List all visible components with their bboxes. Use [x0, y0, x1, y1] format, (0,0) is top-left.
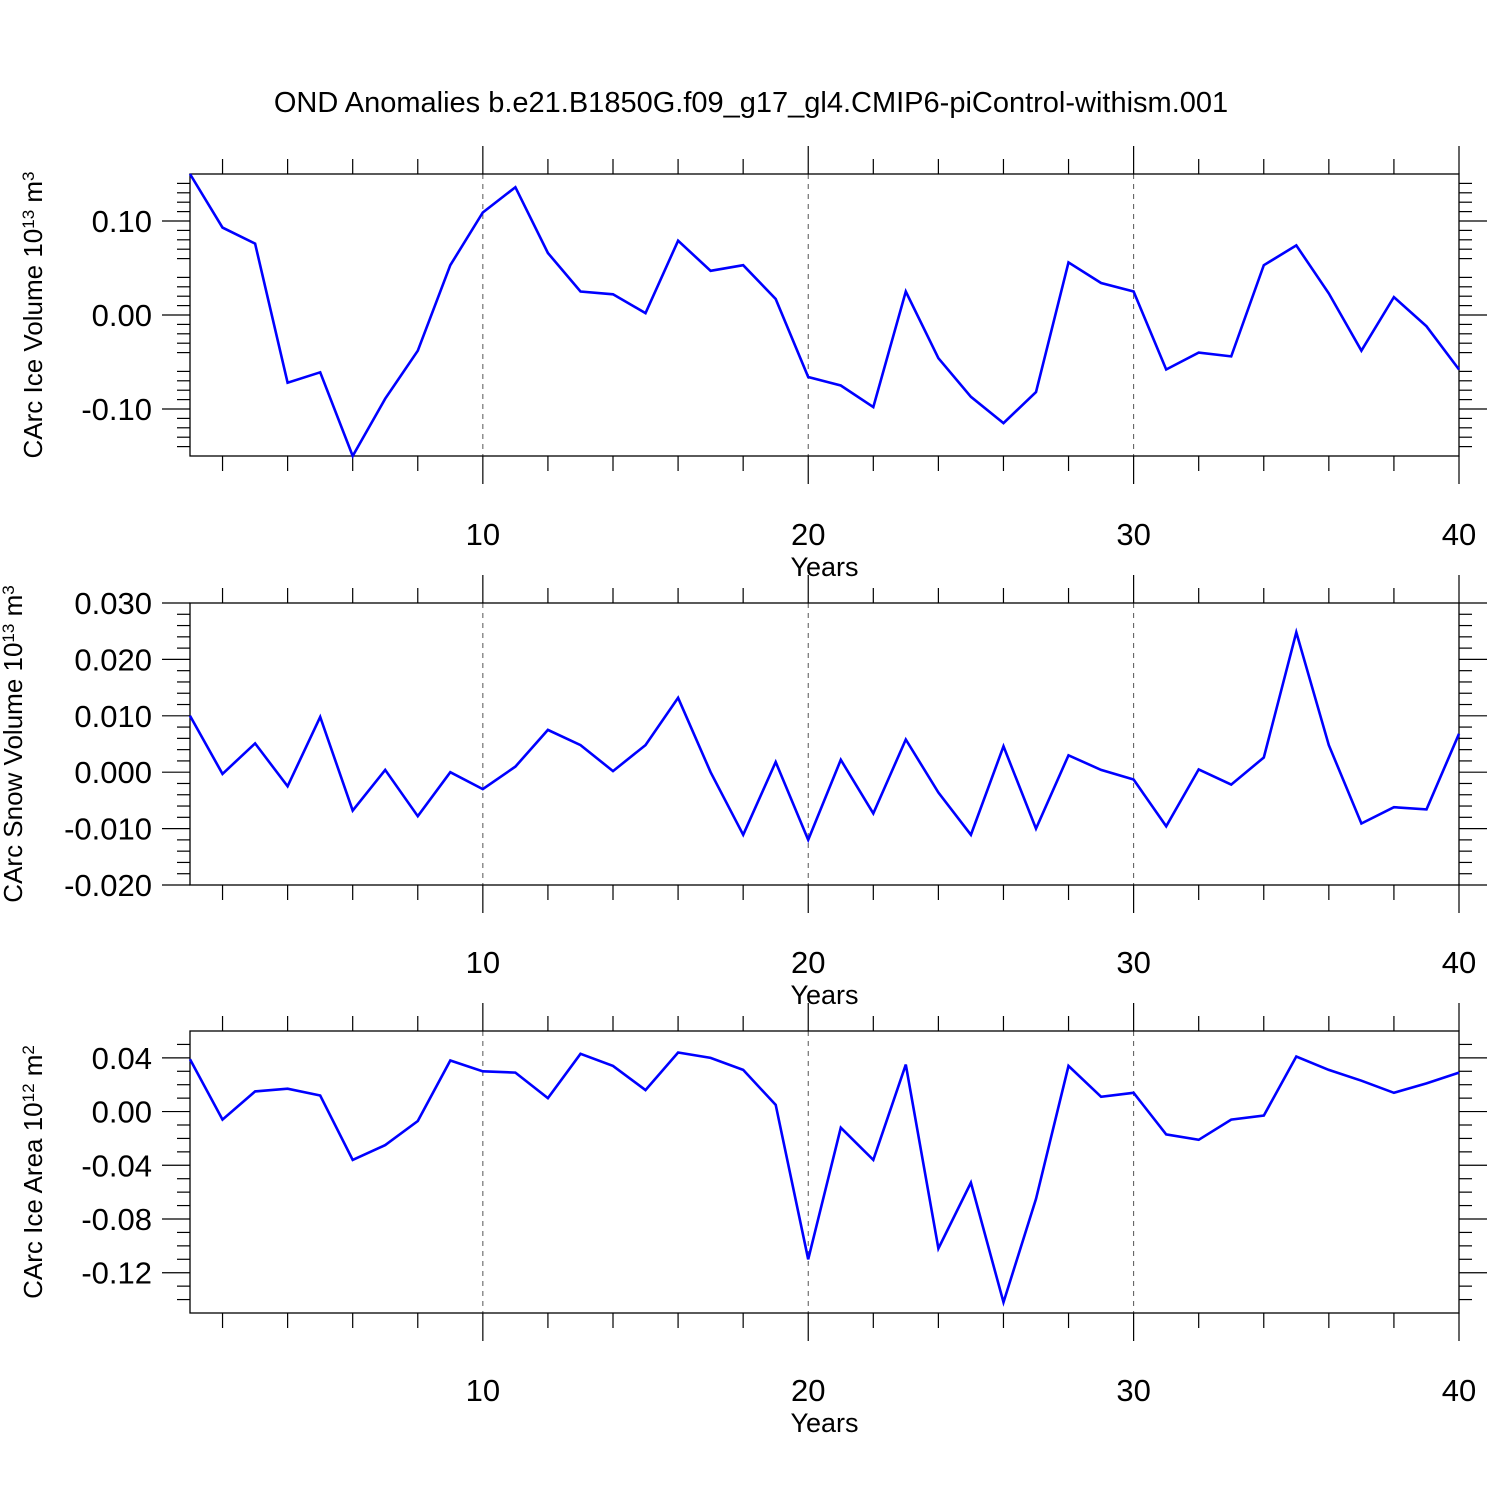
x-tick-label: 40 — [1442, 517, 1476, 552]
panel-2: 10 20 30 40 0.030 0.020 0.010 0.000 -0.010 -0.020… — [0, 575, 1487, 1010]
y-tick-label: 0.030 — [74, 586, 152, 621]
x-tick-label: 10 — [466, 1373, 500, 1408]
y-tick-label: 0.10 — [92, 204, 152, 239]
plot-frame — [189, 1030, 1460, 1314]
y-axis-title-unit-exponent: 2 — [19, 1045, 38, 1054]
x-tick-label: 40 — [1442, 1373, 1476, 1408]
y-tick-label: 0.00 — [92, 298, 152, 333]
x-axis-title: Years — [790, 552, 858, 582]
y-tick-label: -0.04 — [81, 1148, 152, 1183]
y-tick-label: -0.10 — [81, 392, 152, 427]
y-tick-label: 0.000 — [74, 755, 152, 790]
plot-frame — [189, 602, 1460, 886]
y-tick-label: 0.00 — [92, 1095, 152, 1130]
y-tick-label: 0.04 — [92, 1041, 152, 1076]
x-tick-label: 20 — [791, 517, 825, 552]
y-axis-title-exponent: 12 — [19, 1083, 38, 1102]
data-series-line — [188, 627, 1461, 844]
x-tick-label: 30 — [1116, 945, 1150, 980]
x-tick-label: 10 — [466, 945, 500, 980]
data-series-line — [188, 173, 1461, 460]
data-series-line — [188, 1051, 1460, 1307]
x-tick-label: 10 — [466, 517, 500, 552]
panel-1: 10 20 30 40 0.10 0.00 -0.10 Years CArc Ice Volum… — [18, 146, 1487, 582]
y-tick-label: -0.010 — [64, 812, 152, 847]
x-axis-title: Years — [790, 1408, 858, 1438]
y-axis-title-text: CArc Ice Area 10 — [18, 1102, 48, 1299]
plot-frame — [189, 173, 1460, 457]
y-axis-title: CArc Snow Volume 1013 m3 — [0, 585, 28, 902]
y-axis-title: CArc Ice Area 1012 m2 — [18, 1045, 48, 1299]
x-tick-label: 30 — [1116, 517, 1150, 552]
panel-3: 10 20 30 40 0.04 0.00 -0.04 -0.08 -0.12 Years CArc… — [18, 1003, 1487, 1438]
y-tick-label: -0.08 — [81, 1202, 152, 1237]
y-axis-title-unit: m — [0, 595, 28, 624]
y-axis-title-text: CArc Ice Volume 10 — [18, 229, 48, 459]
x-tick-label: 30 — [1116, 1373, 1150, 1408]
y-axis-title-exponent: 13 — [0, 624, 18, 643]
y-tick-label: -0.020 — [64, 868, 152, 903]
figure-title: OND Anomalies b.e21.B1850G.f09_g17_gl4.C… — [274, 87, 1228, 119]
y-axis-title-unit: m — [18, 1055, 48, 1084]
x-axis-title: Years — [790, 980, 858, 1010]
y-tick-label: -0.12 — [81, 1256, 152, 1291]
y-axis-title-text: CArc Snow Volume 10 — [0, 643, 28, 903]
y-axis-title: CArc Ice Volume 1013 m3 — [18, 171, 48, 458]
y-tick-label: 0.020 — [74, 642, 152, 677]
panels: 10 20 30 40 0.10 0.00 -0.10 Years CArc Ice Volum… — [0, 146, 1487, 1438]
y-axis-title-unit: m — [18, 181, 48, 210]
y-axis-title-exponent: 13 — [19, 210, 38, 229]
y-axis-title-unit-exponent: 3 — [0, 585, 18, 594]
y-axis-title-unit-exponent: 3 — [19, 171, 38, 180]
x-tick-label: 20 — [791, 945, 825, 980]
x-tick-label: 20 — [791, 1373, 825, 1408]
y-tick-label: 0.010 — [74, 699, 152, 734]
x-tick-label: 40 — [1442, 945, 1476, 980]
